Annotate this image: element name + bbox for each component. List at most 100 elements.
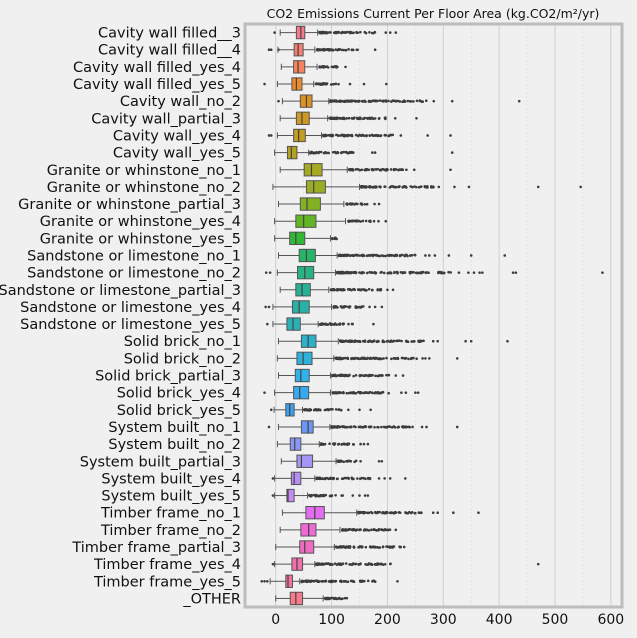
- outlier-group: [359, 184, 582, 189]
- outlier-point: [318, 31, 322, 34]
- outlier-point: [338, 48, 342, 51]
- category-label: Cavity wall filled_yes_5: [73, 77, 241, 93]
- x-tick-label: 0: [271, 612, 280, 628]
- outlier-group: [309, 150, 454, 155]
- outlier-point: [348, 82, 352, 86]
- outlier-point: [342, 305, 346, 308]
- outlier-point: [343, 596, 347, 600]
- outlier-point: [346, 580, 350, 584]
- outlier-point: [344, 476, 348, 480]
- outlier-point: [369, 219, 372, 223]
- outlier-group: [336, 459, 384, 464]
- outlier-point: [353, 562, 357, 566]
- outlier-point: [424, 271, 428, 275]
- outlier-point: [428, 357, 431, 360]
- outlier-point: [389, 511, 393, 514]
- outlier-point: [384, 254, 387, 258]
- outlier-point: [327, 477, 330, 480]
- outlier-point: [352, 287, 356, 291]
- outlier-point: [341, 288, 344, 291]
- outlier-point: [382, 168, 385, 171]
- outlier-point: [415, 117, 418, 120]
- outlier-point: [361, 254, 364, 258]
- outlier-point: [338, 596, 341, 600]
- outlier-point: [417, 185, 421, 189]
- outlier-point: [536, 185, 540, 189]
- outlier-point: [413, 253, 417, 257]
- outlier-point: [374, 134, 378, 137]
- outlier-point: [320, 477, 324, 480]
- outlier-point: [353, 203, 356, 206]
- outlier-point: [340, 546, 343, 549]
- outlier-point: [362, 271, 366, 274]
- outlier-group: [357, 510, 480, 515]
- outlier-point: [391, 133, 395, 137]
- outlier-point: [376, 528, 380, 532]
- outlier-point: [260, 579, 264, 583]
- outlier-point: [344, 339, 348, 343]
- box: [295, 283, 311, 297]
- outlier-point: [269, 134, 273, 137]
- outlier-point: [431, 511, 435, 514]
- outlier-point: [368, 305, 371, 309]
- outlier-point: [368, 545, 372, 548]
- outlier-point: [365, 134, 368, 137]
- outlier-group: [334, 545, 406, 549]
- outlier-point: [359, 305, 363, 309]
- outlier-point: [346, 30, 349, 34]
- outlier-point: [341, 477, 345, 480]
- category-label: System built_no_2: [108, 437, 241, 453]
- outlier-point: [348, 202, 352, 206]
- outlier-point: [341, 391, 345, 395]
- category-label: Sandstone or limestone_partial_3: [0, 283, 241, 299]
- outlier-point: [338, 322, 342, 326]
- outlier-point: [320, 579, 323, 583]
- outlier-point: [442, 271, 446, 275]
- outlier-point: [391, 99, 395, 103]
- outlier-point: [321, 563, 324, 566]
- outlier-point: [449, 271, 453, 274]
- outlier-point: [339, 579, 343, 583]
- outlier-point: [351, 202, 354, 206]
- outlier-group: [323, 596, 349, 601]
- outlier-point: [393, 168, 396, 171]
- outlier-point: [334, 48, 338, 51]
- outlier-point: [388, 31, 392, 34]
- outlier-point: [378, 510, 382, 514]
- outlier-point: [375, 185, 378, 189]
- outlier-group: [273, 30, 398, 35]
- outlier-point: [377, 202, 381, 206]
- category-label: Solid brick_no_1: [124, 334, 241, 350]
- outlier-point: [329, 48, 332, 51]
- outlier-point: [394, 511, 398, 514]
- outlier-group: [319, 442, 370, 446]
- outlier-point: [352, 443, 355, 446]
- outlier-point: [339, 99, 342, 103]
- outlier-point: [350, 357, 353, 361]
- outlier-point: [370, 528, 373, 532]
- outlier-point: [373, 151, 377, 154]
- outlier-point: [412, 100, 415, 103]
- outlier-point: [391, 545, 394, 548]
- outlier-point: [319, 150, 323, 154]
- outlier-point: [334, 579, 338, 583]
- outlier-point: [393, 117, 397, 120]
- outlier-point: [601, 271, 604, 274]
- outlier-point: [271, 494, 275, 497]
- outlier-point: [400, 391, 403, 394]
- outlier-point: [329, 562, 333, 566]
- outlier-group: [345, 202, 381, 206]
- outlier-point: [356, 357, 359, 360]
- outlier-point: [356, 477, 359, 480]
- x-tick-label: 600: [597, 612, 624, 628]
- outlier-point: [277, 99, 280, 103]
- outlier-point: [342, 340, 346, 343]
- box: [294, 368, 310, 383]
- outlier-group: [330, 236, 338, 241]
- outlier-point: [368, 186, 371, 189]
- outlier-group: [267, 47, 377, 52]
- outlier-point: [392, 185, 396, 189]
- outlier-point: [363, 494, 367, 497]
- outlier-point: [345, 117, 349, 120]
- outlier-point: [407, 357, 410, 361]
